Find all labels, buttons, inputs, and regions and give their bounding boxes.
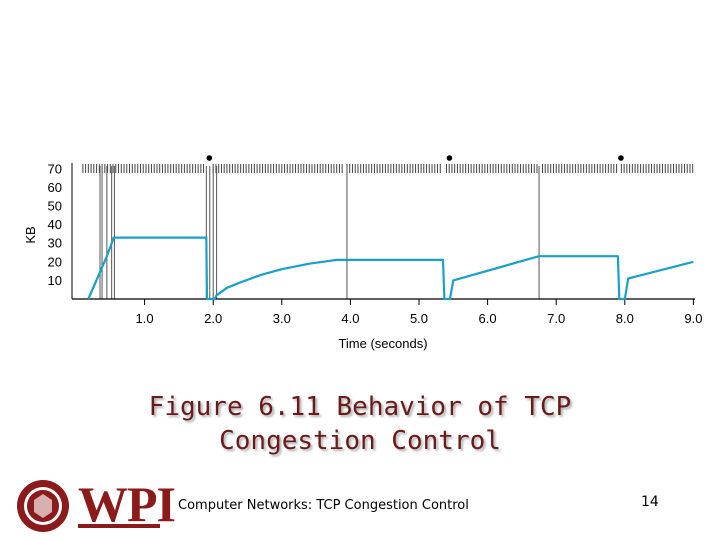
footer-title: Computer Networks: TCP Congestion Contro…: [178, 498, 469, 513]
x-tick-label: 4.0: [341, 311, 359, 326]
series-layer: [87, 236, 694, 301]
vertical-event-lines: [99, 166, 540, 299]
wpi-logo: WPI: [78, 476, 176, 532]
y-tick-label: 30: [48, 236, 62, 251]
series-line: [87, 236, 694, 301]
caption-line-1: Figure 6.11 Behavior of TCP: [148, 392, 572, 422]
y-tick-label: 60: [48, 180, 62, 195]
y-axis-label: KB: [23, 226, 38, 243]
wpi-seal-icon: [17, 480, 69, 532]
timeout-dots: [206, 155, 624, 161]
logo-underline: [78, 524, 160, 528]
x-tick-label: 3.0: [273, 311, 291, 326]
x-axis-label: Time (seconds): [338, 336, 427, 351]
y-tick-label: 40: [48, 217, 62, 232]
x-tick-label: 2.0: [204, 311, 222, 326]
tick-marks-strip: [82, 164, 694, 173]
caption-line-2: Congestion Control: [219, 426, 501, 456]
x-axis-ticks: 1.0 2.0 3.0 4.0 5.0 6.0 7.0 8.0 9.0: [136, 299, 702, 326]
y-axis-ticks: 10 20 30 40 50 60 70: [48, 161, 62, 288]
y-tick-label: 20: [48, 254, 62, 269]
x-tick-label: 7.0: [547, 311, 565, 326]
x-tick-label: 1.0: [136, 311, 154, 326]
chart: 1.0 2.0 3.0 4.0 5.0 6.0 7.0 8.0 9.0 10 20 30 40 50 60…: [23, 155, 702, 351]
timeout-dot: [206, 155, 213, 161]
y-tick-label: 70: [48, 161, 62, 176]
x-tick-label: 8.0: [616, 311, 634, 326]
timeout-dot: [618, 155, 624, 161]
x-tick-label: 5.0: [410, 311, 428, 326]
x-tick-label: 6.0: [479, 311, 497, 326]
y-tick-label: 10: [48, 273, 62, 288]
page-number: 14: [641, 494, 659, 510]
timeout-dot: [446, 155, 453, 161]
y-tick-label: 50: [48, 199, 62, 214]
x-tick-label: 9.0: [684, 311, 702, 326]
